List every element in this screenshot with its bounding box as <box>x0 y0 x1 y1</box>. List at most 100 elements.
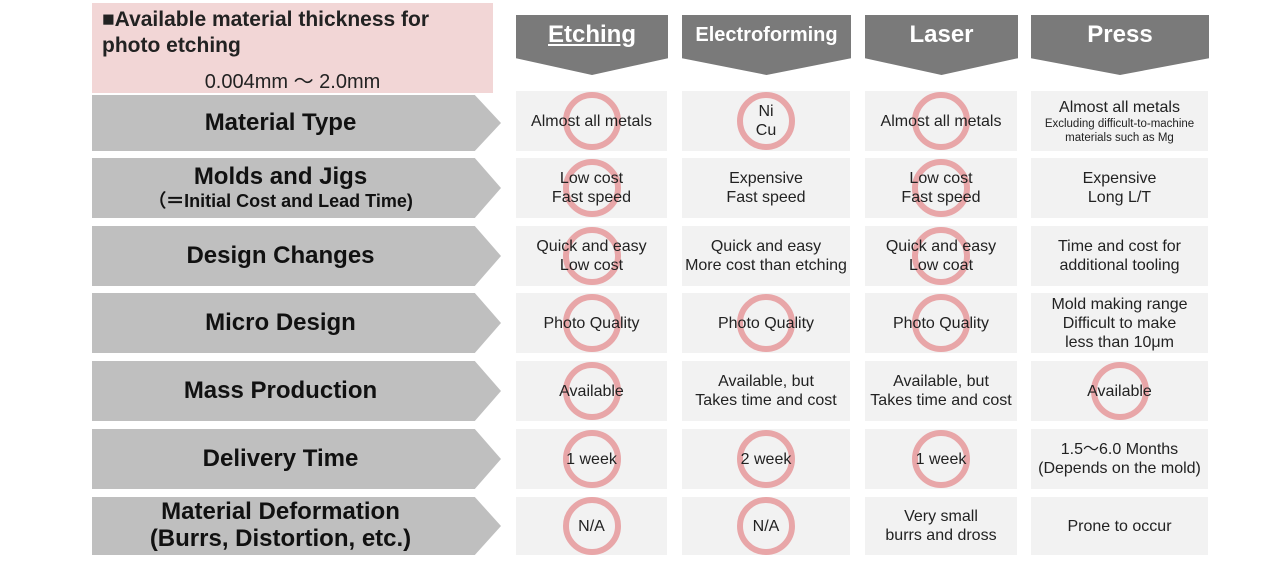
row-header: Material Deformation (Burrs, Distortion, … <box>92 497 501 555</box>
cell-text: Mold making range Difficult to make less t… <box>1051 295 1187 352</box>
cell-etching: 1 week <box>516 429 667 489</box>
cell-line: Available <box>1087 382 1152 400</box>
cell-text: Quick and easy Low coat <box>886 237 996 275</box>
cell-text: Photo Quality <box>893 314 989 333</box>
cell-line: Almost all metals <box>880 112 1002 130</box>
row-header: Micro Design <box>92 293 501 353</box>
cell-text: 1.5～6.0 Months (Depends on the mold) <box>1038 440 1201 478</box>
circle-mark-icon <box>562 497 621 555</box>
cell-etching: Available <box>516 361 667 421</box>
circle-mark-icon <box>562 159 621 217</box>
cell-line: Available <box>559 382 624 400</box>
cell-laser: Quick and easy Low coat <box>865 226 1017 286</box>
column-header-press: Press <box>1031 15 1209 75</box>
cell-line: Mold making range <box>1051 295 1188 313</box>
cell-line: Available, but <box>718 373 814 390</box>
row-sublabel: （＝Initial Cost and Lead Time) <box>148 191 413 211</box>
cell-laser: Available, but Takes time and cost <box>865 361 1017 421</box>
cell-text: Available <box>1087 382 1152 401</box>
column-header-etching: Etching <box>516 15 668 75</box>
cell-line: N/A <box>752 517 780 535</box>
row-header: Design Changes <box>92 226 501 286</box>
cell-press: Mold making range Difficult to make less t… <box>1031 293 1208 353</box>
cell-press: Time and cost for additional tooling <box>1031 226 1208 286</box>
cell-press: 1.5～6.0 Months (Depends on the mold) <box>1031 429 1208 489</box>
cell-electroforming: Expensive Fast speed <box>682 158 850 218</box>
cell-electroforming: Available, but Takes time and cost <box>682 361 850 421</box>
circle-mark-icon <box>562 92 621 150</box>
row-label: Delivery Time <box>202 445 359 472</box>
circle-mark-icon <box>562 362 621 420</box>
cell-note: materials such as Mg <box>1065 131 1174 144</box>
cell-line: 2 week <box>740 450 792 468</box>
cell-etching: N/A <box>516 497 667 555</box>
cell-press: Available <box>1031 361 1208 421</box>
row-label: Material Deformation <box>161 498 400 525</box>
cell-text: N/A <box>578 517 605 536</box>
cell-line: Low coat <box>908 257 974 274</box>
cell-line: More cost than etching <box>685 257 847 274</box>
column-header-label: Laser <box>909 21 974 48</box>
cell-line: Takes time and cost <box>695 392 837 409</box>
circle-mark-icon <box>912 92 970 150</box>
cell-electroforming: 2 week <box>682 429 850 489</box>
cell-line: Expensive <box>729 170 803 187</box>
cell-line: Low cost <box>559 257 624 274</box>
cell-text: Almost all metals <box>881 112 1002 131</box>
row-label: Material Type <box>204 109 357 136</box>
column-header-electroforming: Electroforming <box>682 15 851 75</box>
row-label: Molds and Jigs <box>193 163 368 190</box>
circle-mark-icon <box>737 92 795 150</box>
circle-mark-icon <box>1090 362 1149 420</box>
cell-text: Expensive Long L/T <box>1083 169 1157 207</box>
cell-line: Time and cost for <box>1057 238 1181 255</box>
circle-mark-icon <box>562 294 621 352</box>
cell-text: Photo Quality <box>718 314 814 333</box>
circle-mark-icon <box>912 227 970 285</box>
cell-line: Photo Quality <box>543 314 640 332</box>
cell-text: Prone to occur <box>1067 517 1171 536</box>
column-header-label: Etching <box>548 21 636 48</box>
cell-text: Low cost Fast speed <box>552 169 631 207</box>
cell-laser: Almost all metals <box>865 91 1017 151</box>
row-label: Design Changes <box>186 242 375 269</box>
column-header-laser: Laser <box>865 15 1018 75</box>
thickness-info-box: ■Available material thickness for photo … <box>92 3 493 93</box>
cell-text: Available, but Takes time and cost <box>870 372 1011 410</box>
cell-line: Fast speed <box>726 189 806 206</box>
cell-line: Quick and easy <box>885 238 997 255</box>
cell-text: Photo Quality <box>543 314 639 333</box>
cell-text: 2 week <box>741 450 792 469</box>
column-header-label: Press <box>1087 21 1153 48</box>
cell-text: N/A <box>753 517 780 536</box>
cell-text: Quick and easy More cost than etching <box>685 237 847 275</box>
cell-text: Almost all metals Excluding difficult-to-… <box>1045 98 1194 145</box>
row-sublabel: (Burrs, Distortion, etc.) <box>149 525 412 552</box>
cell-line: Difficult to make <box>1062 314 1177 332</box>
row-label: Micro Design <box>205 309 356 336</box>
cell-laser: Very small burrs and dross <box>865 497 1017 555</box>
cell-line: Very small <box>904 508 978 525</box>
circle-mark-icon <box>737 294 795 352</box>
cell-line: Almost all metals <box>1059 98 1180 116</box>
cell-text: 1 week <box>566 450 617 469</box>
cell-line: 1.5～6.0 Months <box>1060 441 1179 458</box>
cell-laser: Low cost Fast speed <box>865 158 1017 218</box>
cell-line: Long L/T <box>1087 189 1152 206</box>
row-header: Mass Production <box>92 361 501 421</box>
cell-electroforming: N/A <box>682 497 850 555</box>
cell-text: Quick and easy Low cost <box>536 237 646 275</box>
cell-text: Ni Cu <box>756 102 776 140</box>
cell-line: Quick and easy <box>536 238 647 255</box>
cell-note: Excluding difficult-to-machine <box>1044 117 1195 130</box>
cell-text: 1 week <box>916 450 967 469</box>
cell-text: Almost all metals <box>531 112 652 131</box>
cell-line: 1 week <box>915 450 967 468</box>
cell-laser: 1 week <box>865 429 1017 489</box>
cell-line: (Depends on the mold) <box>1038 460 1201 477</box>
thickness-range: 0.004mm ～ 2.0mm <box>204 71 381 93</box>
cell-line: Photo Quality <box>717 314 815 332</box>
cell-line: Low cost <box>559 170 624 187</box>
cell-press: Expensive Long L/T <box>1031 158 1208 218</box>
cell-etching: Low cost Fast speed <box>516 158 667 218</box>
